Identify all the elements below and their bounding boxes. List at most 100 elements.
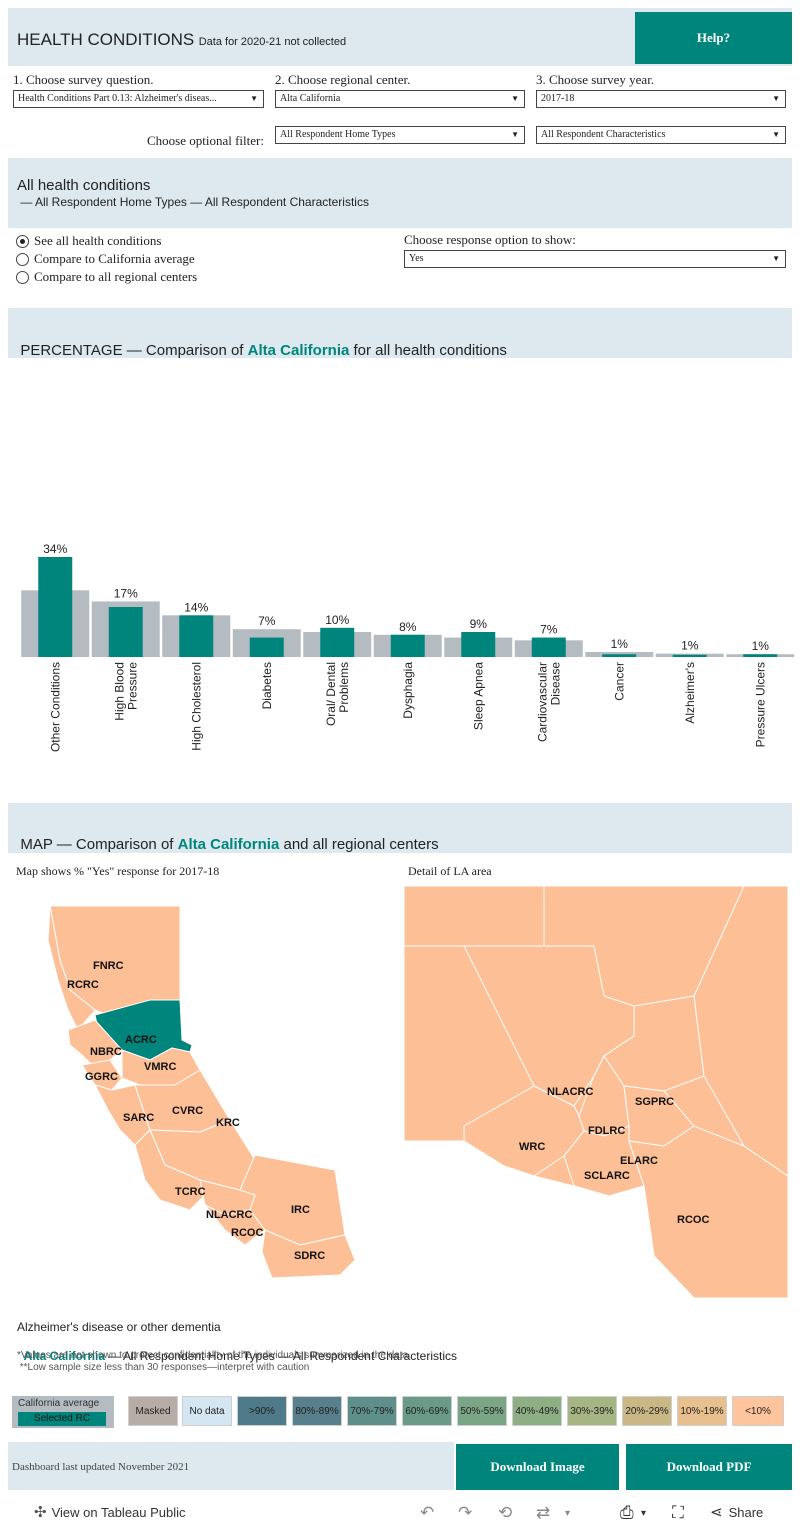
- download-icon[interactable]: ⎙: [620, 1503, 634, 1522]
- radio-see-all[interactable]: See all health conditions: [16, 233, 161, 249]
- data-label: 7%: [258, 614, 276, 628]
- region-ggrc[interactable]: [81, 1059, 123, 1091]
- help-button[interactable]: Help?: [635, 12, 792, 64]
- category-label: High Cholesterol: [189, 662, 203, 751]
- category-label: Sleep Apnea: [471, 662, 485, 730]
- tableau-icon: ✣: [34, 1504, 47, 1521]
- question-dropdown[interactable]: Health Conditions Part 0.13: Alzheimer's…: [13, 90, 264, 108]
- map-band: [8, 803, 792, 853]
- selected-rc-bar: [461, 632, 496, 657]
- summary-band: [8, 158, 792, 228]
- legend-california-average: California average: [18, 1398, 100, 1409]
- characteristics-value: All Respondent Characteristics: [541, 129, 666, 140]
- filter-label: Choose optional filter:: [147, 133, 264, 148]
- legend-bin: 30%-39%: [567, 1396, 617, 1426]
- selected-rc-bar: [249, 637, 284, 657]
- response-label: Choose response option to show:: [404, 232, 576, 247]
- data-label: 1%: [681, 639, 699, 653]
- map-label-tcrc: TCRC: [175, 1186, 206, 1198]
- data-label: 34%: [43, 542, 67, 556]
- selected-rc-bar: [108, 607, 143, 657]
- category-label: High Blood: [112, 662, 126, 721]
- share-label: Share: [728, 1504, 764, 1520]
- legend-bin: <10%: [732, 1396, 784, 1426]
- legend-selected-rc: Selected RC: [18, 1412, 106, 1426]
- category-label: Disease: [548, 662, 562, 706]
- la-region-west[interactable]: [404, 886, 545, 947]
- legend-chart-key: California average Selected RC: [12, 1396, 114, 1428]
- data-label: 1%: [611, 637, 629, 651]
- map-label-nlacrc: NLACRC: [206, 1209, 252, 1221]
- percentage-center: Alta California: [247, 342, 350, 359]
- radio-icon: [16, 270, 29, 284]
- undo-icon[interactable]: ↶: [420, 1503, 435, 1522]
- selected-rc-bar: [602, 654, 637, 657]
- map-label-nbrc: NBRC: [90, 1046, 122, 1058]
- map-label-cvrc: CVRC: [172, 1105, 203, 1117]
- question-detail-row: Alta California — All Respondent Home Ty…: [17, 1335, 457, 1363]
- selected-rc-bar: [179, 615, 214, 657]
- updated-note: Dashboard last updated November 2021: [12, 1461, 190, 1473]
- category-label: Pressure: [125, 662, 139, 710]
- center-label: 2. Choose regional center.: [275, 72, 411, 87]
- page-subtitle: Data for 2020-21 not collected: [198, 36, 347, 48]
- radio-icon: [16, 252, 29, 266]
- page-title: HEALTH CONDITIONS: [17, 30, 195, 49]
- category-label: Dysphagia: [401, 662, 415, 719]
- la-detail-map[interactable]: NLACRC SGPRC FDLRC WRC ELARC SCLARC RCOC: [404, 886, 788, 1298]
- center-value: Alta California: [280, 93, 341, 104]
- map-label-rcrc: RCRC: [67, 979, 99, 991]
- summary-subtitle: — All Respondent Home Types — All Respon…: [17, 195, 369, 209]
- pause-chevron-icon[interactable]: ▾: [565, 1508, 571, 1519]
- fullscreen-icon[interactable]: ⛶: [672, 1503, 684, 1522]
- category-label: Cardiovascular: [535, 662, 549, 742]
- footer-band: [8, 1442, 454, 1490]
- data-label: 10%: [325, 613, 349, 627]
- california-map[interactable]: FNRC RCRC ACRC NBRC GGRC VMRC SARC CVRC …: [0, 880, 400, 1300]
- share-icon: ⋖: [710, 1504, 723, 1521]
- redo-icon[interactable]: ↷: [458, 1503, 473, 1522]
- view-on-tableau-link[interactable]: ✣ View on Tableau Public: [34, 1503, 186, 1521]
- category-label: Cancer: [612, 662, 626, 701]
- category-label: Pressure Ulcers: [753, 662, 767, 747]
- percentage-prefix: PERCENTAGE — Comparison of: [20, 342, 248, 359]
- center-dropdown[interactable]: Alta California ▼: [275, 90, 525, 108]
- selected-rc-bar: [390, 634, 425, 657]
- question-label: 1. Choose survey question.: [13, 72, 154, 87]
- share-button[interactable]: ⋖ Share: [710, 1503, 763, 1521]
- legend-bin: >90%: [237, 1396, 287, 1426]
- data-label: 9%: [470, 617, 488, 631]
- chevron-down-icon: ▼: [772, 130, 780, 139]
- selected-rc-bar: [38, 557, 73, 657]
- radio-compare-average[interactable]: Compare to California average: [16, 251, 195, 267]
- chevron-down-icon: ▼: [511, 94, 519, 103]
- radio-compare-all[interactable]: Compare to all regional centers: [16, 269, 197, 285]
- selected-rc-bar: [743, 654, 778, 657]
- response-dropdown[interactable]: Yes ▼: [404, 250, 786, 268]
- data-label: 8%: [399, 620, 417, 634]
- la-label-sclarc: SCLARC: [584, 1170, 630, 1182]
- map-label-sarc: SARC: [123, 1112, 154, 1124]
- data-label: 1%: [752, 639, 770, 653]
- home-type-dropdown[interactable]: All Respondent Home Types ▼: [275, 126, 525, 144]
- la-label-nlacrc: NLACRC: [547, 1086, 593, 1098]
- region-sdrc[interactable]: [261, 1229, 356, 1279]
- note-sample-size: **Low sample size less than 30 responses…: [17, 1362, 310, 1373]
- download-pdf-button[interactable]: Download PDF: [626, 1444, 792, 1490]
- revert-icon[interactable]: ⟲: [498, 1503, 513, 1522]
- refresh-icon[interactable]: ⇄: [536, 1503, 551, 1522]
- response-value: Yes: [409, 253, 424, 264]
- legend-bin: 50%-59%: [457, 1396, 507, 1426]
- category-label: Diabetes: [260, 662, 274, 709]
- percentage-band: [8, 308, 792, 358]
- characteristics-dropdown[interactable]: All Respondent Characteristics ▼: [536, 126, 786, 144]
- year-value: 2017-18: [541, 93, 575, 104]
- year-dropdown[interactable]: 2017-18 ▼: [536, 90, 786, 108]
- download-image-button[interactable]: Download Image: [456, 1444, 619, 1490]
- page-title-row: HEALTH CONDITIONS Data for 2020-21 not c…: [17, 30, 346, 50]
- download-chevron-icon[interactable]: ▾: [641, 1508, 647, 1519]
- la-label-sgprc: SGPRC: [635, 1096, 674, 1108]
- summary-title: All health conditions: [17, 177, 151, 194]
- la-region-east[interactable]: [693, 886, 788, 1177]
